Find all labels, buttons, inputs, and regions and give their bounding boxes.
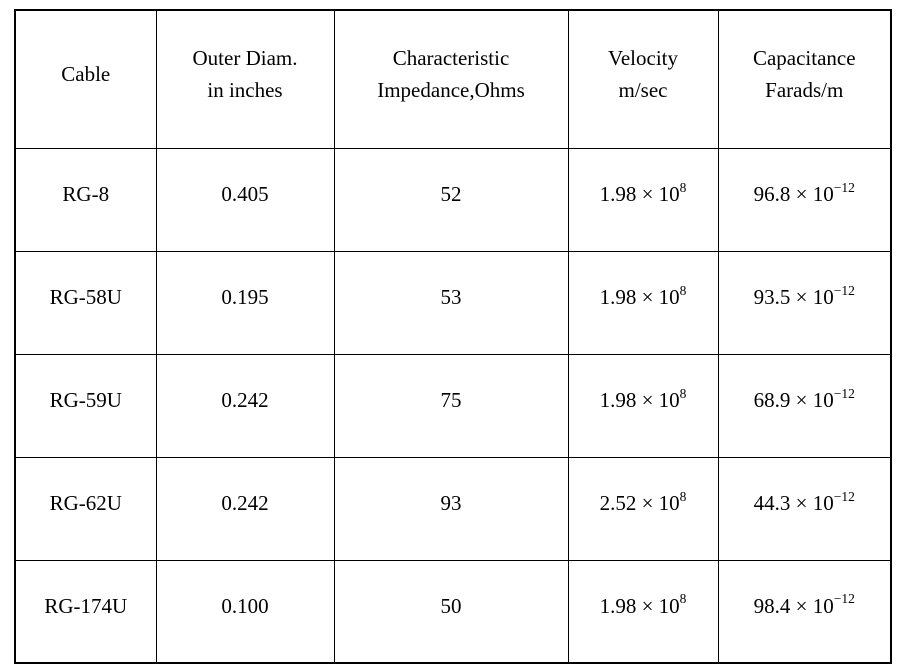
impedance-cell: 75	[333, 353, 569, 458]
capacitance-cell: 68.9 × 10−12	[717, 353, 892, 458]
exponent: 8	[679, 488, 687, 504]
header-row: Cable Outer Diam. in inches Characterist…	[14, 9, 892, 149]
header-capacitance: Capacitance Farads/m	[717, 9, 892, 149]
velocity-cell: 1.98 × 108	[567, 353, 719, 458]
table-row: RG-8 0.405 52 1.98 × 108 96.8 × 10−12	[14, 147, 892, 252]
table-row: RG-58U 0.195 53 1.98 × 108 93.5 × 10−12	[14, 250, 892, 355]
table-row: RG-174U 0.100 50 1.98 × 108 98.4 × 10−12	[14, 559, 892, 664]
capacitance-cell: 96.8 × 10−12	[717, 147, 892, 252]
exponent: 8	[679, 385, 687, 401]
velocity-cell: 1.98 × 108	[567, 559, 719, 664]
header-line: Impedance,Ohms	[377, 78, 525, 103]
header-cable: Cable	[14, 9, 157, 149]
header-line: in inches	[207, 78, 283, 103]
header-line: m/sec	[618, 78, 668, 103]
velocity-cell: 1.98 × 108	[567, 250, 719, 355]
impedance-cell: 52	[333, 147, 569, 252]
header-velocity: Velocity m/sec	[567, 9, 719, 149]
outer-diam-cell: 0.242	[155, 353, 335, 458]
outer-diam-cell: 0.242	[155, 456, 335, 561]
table-row: RG-62U 0.242 93 2.52 × 108 44.3 × 10−12	[14, 456, 892, 561]
cable-cell: RG-8	[14, 147, 157, 252]
table-body: RG-8 0.405 52 1.98 × 108 96.8 × 10−12 RG-58U 0…	[14, 147, 892, 664]
velocity-cell: 2.52 × 108	[567, 456, 719, 561]
table-container: Cable Outer Diam. in inches Characterist…	[14, 9, 892, 664]
header-line: Farads/m	[765, 78, 844, 103]
header-outer-diam: Outer Diam. in inches	[155, 9, 335, 149]
table-row: RG-59U 0.242 75 1.98 × 108 68.9 × 10−12	[14, 353, 892, 458]
header-impedance: Characteristic Impedance,Ohms	[333, 9, 569, 149]
cable-specs-table: Cable Outer Diam. in inches Characterist…	[14, 9, 892, 664]
cable-cell: RG-62U	[14, 456, 157, 561]
header-line: Velocity	[608, 45, 678, 70]
cable-cell: RG-58U	[14, 250, 157, 355]
capacitance-cell: 93.5 × 10−12	[717, 250, 892, 355]
header-line: Characteristic	[392, 45, 510, 70]
impedance-cell: 53	[333, 250, 569, 355]
outer-diam-cell: 0.100	[155, 559, 335, 664]
exponent: −12	[833, 385, 855, 401]
cable-cell: RG-174U	[14, 559, 157, 664]
exponent: −12	[833, 488, 855, 504]
exponent: −12	[833, 591, 855, 607]
outer-diam-cell: 0.195	[155, 250, 335, 355]
exponent: −12	[833, 179, 855, 195]
exponent: 8	[679, 282, 687, 298]
impedance-cell: 50	[333, 559, 569, 664]
impedance-cell: 93	[333, 456, 569, 561]
capacitance-cell: 98.4 × 10−12	[717, 559, 892, 664]
header-line: Outer Diam.	[192, 45, 298, 70]
velocity-cell: 1.98 × 108	[567, 147, 719, 252]
cable-cell: RG-59U	[14, 353, 157, 458]
capacitance-cell: 44.3 × 10−12	[717, 456, 892, 561]
outer-diam-cell: 0.405	[155, 147, 335, 252]
header-line: Capacitance	[752, 45, 856, 70]
header-line: Cable	[61, 61, 111, 86]
exponent: 8	[679, 179, 687, 195]
exponent: −12	[833, 282, 855, 298]
exponent: 8	[679, 591, 687, 607]
